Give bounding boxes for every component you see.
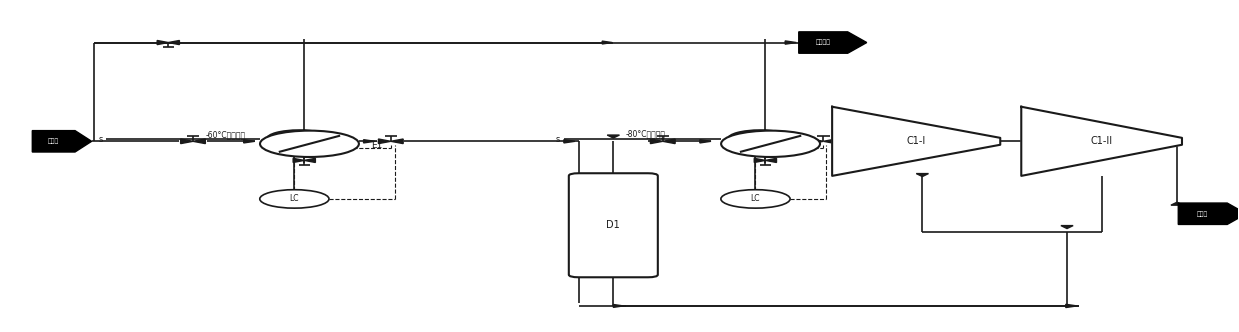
Text: -60°C冷剂用户: -60°C冷剂用户 xyxy=(206,130,245,139)
Polygon shape xyxy=(193,139,206,144)
Polygon shape xyxy=(812,139,824,144)
Polygon shape xyxy=(305,158,316,162)
Polygon shape xyxy=(833,107,1000,176)
Text: s: s xyxy=(556,135,560,144)
Polygon shape xyxy=(169,41,180,44)
Polygon shape xyxy=(181,139,193,144)
Polygon shape xyxy=(650,139,663,144)
Polygon shape xyxy=(755,158,766,162)
Text: D1: D1 xyxy=(606,220,621,230)
Polygon shape xyxy=(1066,304,1077,307)
Text: E3: E3 xyxy=(833,141,844,150)
Polygon shape xyxy=(157,41,169,44)
Text: C1-I: C1-I xyxy=(907,136,926,146)
Circle shape xyxy=(721,130,820,157)
Polygon shape xyxy=(613,304,623,307)
Text: 火炬气: 火炬气 xyxy=(48,138,59,144)
Circle shape xyxy=(260,190,330,208)
Polygon shape xyxy=(798,140,809,143)
Polygon shape xyxy=(1061,225,1073,228)
Text: C1-II: C1-II xyxy=(1090,136,1113,146)
Polygon shape xyxy=(390,139,403,144)
Polygon shape xyxy=(861,140,872,143)
Text: 火炬气: 火炬气 xyxy=(1197,211,1208,216)
Polygon shape xyxy=(786,41,797,44)
Circle shape xyxy=(260,130,359,157)
Polygon shape xyxy=(1171,202,1183,205)
Polygon shape xyxy=(564,140,575,143)
Polygon shape xyxy=(766,158,777,162)
Text: -80°C冷剂用户: -80°C冷剂用户 xyxy=(626,129,665,138)
Text: LC: LC xyxy=(751,195,761,204)
Circle shape xyxy=(266,130,331,147)
Text: 乙烯产品: 乙烯产品 xyxy=(815,40,830,45)
Polygon shape xyxy=(1178,203,1239,224)
Text: LC: LC xyxy=(290,195,299,204)
Text: E1: E1 xyxy=(370,141,383,150)
FancyBboxPatch shape xyxy=(569,173,658,277)
Polygon shape xyxy=(663,139,675,144)
Polygon shape xyxy=(607,135,620,138)
Polygon shape xyxy=(378,139,390,144)
Text: s: s xyxy=(98,135,103,144)
Polygon shape xyxy=(917,174,928,177)
Polygon shape xyxy=(1046,140,1057,143)
Polygon shape xyxy=(824,139,836,144)
Polygon shape xyxy=(32,130,92,152)
Circle shape xyxy=(729,130,792,147)
Polygon shape xyxy=(799,32,867,53)
Polygon shape xyxy=(602,41,612,44)
Circle shape xyxy=(721,190,790,208)
Polygon shape xyxy=(363,140,374,143)
Polygon shape xyxy=(244,140,255,143)
Polygon shape xyxy=(1021,107,1182,176)
Polygon shape xyxy=(700,140,711,143)
Polygon shape xyxy=(294,158,305,162)
